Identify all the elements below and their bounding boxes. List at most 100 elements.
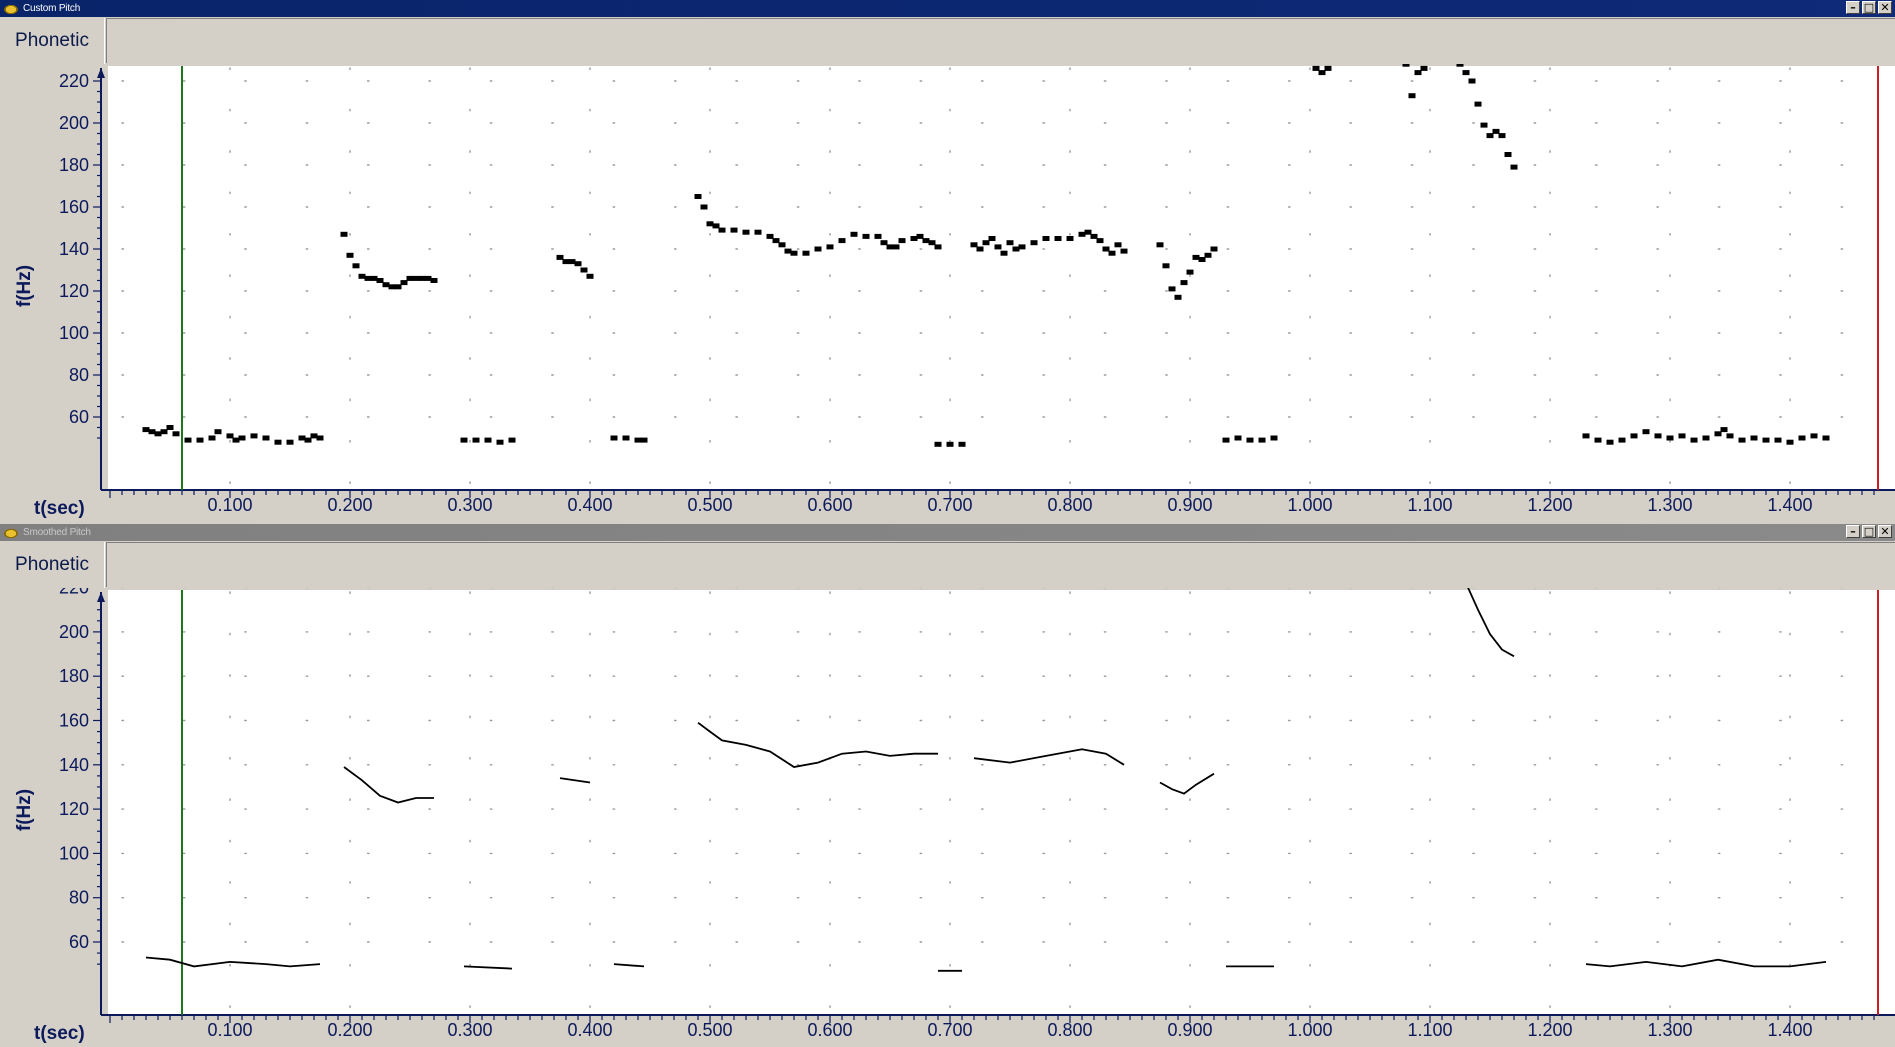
pitch-point — [418, 275, 426, 281]
pitch-point — [364, 275, 372, 281]
pitch-point — [1402, 64, 1410, 67]
pitch-point — [1738, 437, 1746, 443]
pitch-point — [1222, 437, 1230, 443]
pitch-point — [586, 273, 594, 279]
maximize-button[interactable]: □ — [1862, 1, 1876, 14]
x-tick-label: 1.200 — [1527, 495, 1572, 515]
pitch-point — [634, 437, 642, 443]
pitch-point — [460, 437, 468, 443]
pitch-point — [142, 427, 150, 433]
x-tick-label: 1.400 — [1767, 1020, 1812, 1040]
x-tick-label: 0.800 — [1047, 495, 1092, 515]
pitch-point — [358, 273, 366, 279]
smoothed-pitch-titlebar[interactable]: Smoothed Pitch – □ ✕ — [0, 524, 1895, 541]
pitch-point — [1018, 244, 1026, 250]
y-tick-label: 120 — [59, 281, 89, 301]
pitch-point — [262, 435, 270, 441]
pitch-point — [226, 433, 234, 439]
window-title: Custom Pitch — [23, 3, 81, 14]
pitch-point — [922, 238, 930, 244]
pitch-point — [826, 244, 834, 250]
pitch-point — [1156, 242, 1164, 248]
pitch-point — [1186, 269, 1194, 275]
pitch-point — [934, 244, 942, 250]
pitch-point — [1204, 252, 1212, 258]
pitch-point — [874, 233, 882, 239]
pitch-point — [1786, 439, 1794, 445]
pitch-point — [946, 441, 954, 447]
pitch-point — [496, 439, 504, 445]
pitch-point — [232, 437, 240, 443]
y-tick-label: 80 — [69, 888, 89, 908]
minimize-button[interactable]: – — [1846, 1, 1860, 14]
y-axis-label: f(Hz) — [14, 265, 35, 307]
plot-area[interactable] — [108, 66, 1895, 490]
smoothed-pitch-plot[interactable]: f(Hz) t(sec) 60 80 100 120 140 160 180 200 220 0.… — [0, 588, 1895, 1047]
custom-pitch-window: Custom Pitch – □ ✕ Phonetic f(Hz) t(sec)… — [0, 0, 1895, 522]
pitch-point — [430, 278, 438, 283]
y-tick-label: 180 — [59, 155, 89, 175]
x-tick-label: 0.900 — [1167, 495, 1212, 515]
pitch-point — [1486, 133, 1494, 139]
pitch-point — [1606, 439, 1614, 445]
pitch-point — [1030, 240, 1038, 246]
pitch-point — [1270, 435, 1278, 441]
pitch-point — [1504, 152, 1512, 157]
pitch-point — [862, 233, 870, 239]
pitch-point — [250, 433, 258, 439]
x-tick-label: 1.300 — [1647, 1020, 1692, 1040]
pitch-point — [340, 231, 348, 237]
pitch-point — [1762, 437, 1770, 443]
pitch-point — [316, 435, 324, 441]
x-tick-label: 0.500 — [687, 1020, 732, 1040]
pitch-point — [880, 240, 888, 246]
pitch-point — [388, 284, 396, 290]
close-button[interactable]: ✕ — [1878, 1, 1892, 14]
y-tick-label: 200 — [59, 113, 89, 133]
x-tick-label: 1.300 — [1647, 495, 1692, 515]
chart-graphics: 60 80 100 120 140 160 180 200 220 0.100 0.200 0.300… — [59, 64, 1895, 515]
custom-pitch-titlebar[interactable]: Custom Pitch – □ ✕ — [0, 0, 1895, 17]
pitch-point — [778, 242, 786, 248]
pitch-point — [1462, 70, 1470, 76]
pitch-point — [1798, 435, 1806, 441]
minimize-button[interactable]: – — [1846, 525, 1860, 538]
pitch-point — [754, 229, 762, 235]
pitch-point — [1234, 435, 1242, 441]
x-tick-label: 1.100 — [1407, 1020, 1452, 1040]
pitch-point — [310, 433, 318, 439]
pitch-point — [976, 246, 984, 252]
pitch-point — [1114, 242, 1122, 248]
pitch-point — [610, 435, 618, 441]
pitch-point — [580, 267, 588, 273]
pitch-point — [1498, 133, 1506, 139]
pitch-point — [1822, 435, 1830, 441]
x-tick-label: 0.800 — [1047, 1020, 1092, 1040]
pitch-point — [1678, 433, 1686, 439]
pitch-contour — [973, 748, 1125, 766]
close-button[interactable]: ✕ — [1878, 525, 1892, 538]
phonetic-label[interactable]: Phonetic — [0, 18, 105, 64]
y-axis-arrow — [97, 592, 105, 602]
plot-area[interactable] — [108, 590, 1895, 1015]
phonetic-annotation-area[interactable] — [106, 542, 1895, 587]
maximize-button[interactable]: □ — [1862, 525, 1876, 538]
y-tick-label: 100 — [59, 843, 89, 863]
pitch-point — [1480, 122, 1488, 128]
pitch-point — [838, 238, 846, 244]
pitch-contour — [145, 956, 321, 968]
custom-pitch-plot[interactable]: f(Hz) t(sec) 60 80 100 120 140 160 180 200 220 0.… — [0, 64, 1895, 522]
x-tick-label: 0.200 — [327, 495, 372, 515]
pitch-point — [1078, 231, 1086, 237]
pitch-point — [160, 429, 168, 435]
x-tick-label: 0.600 — [807, 1020, 852, 1040]
pitch-point — [298, 435, 306, 441]
pitch-point — [184, 437, 192, 443]
x-tick-label: 1.100 — [1407, 495, 1452, 515]
y-tick-label: 80 — [69, 365, 89, 385]
phonetic-label[interactable]: Phonetic — [0, 542, 105, 588]
phonetic-annotation-area[interactable] — [106, 18, 1895, 63]
y-tick-label: 140 — [59, 239, 89, 259]
pitch-point — [1168, 286, 1176, 292]
pitch-point — [694, 194, 702, 199]
